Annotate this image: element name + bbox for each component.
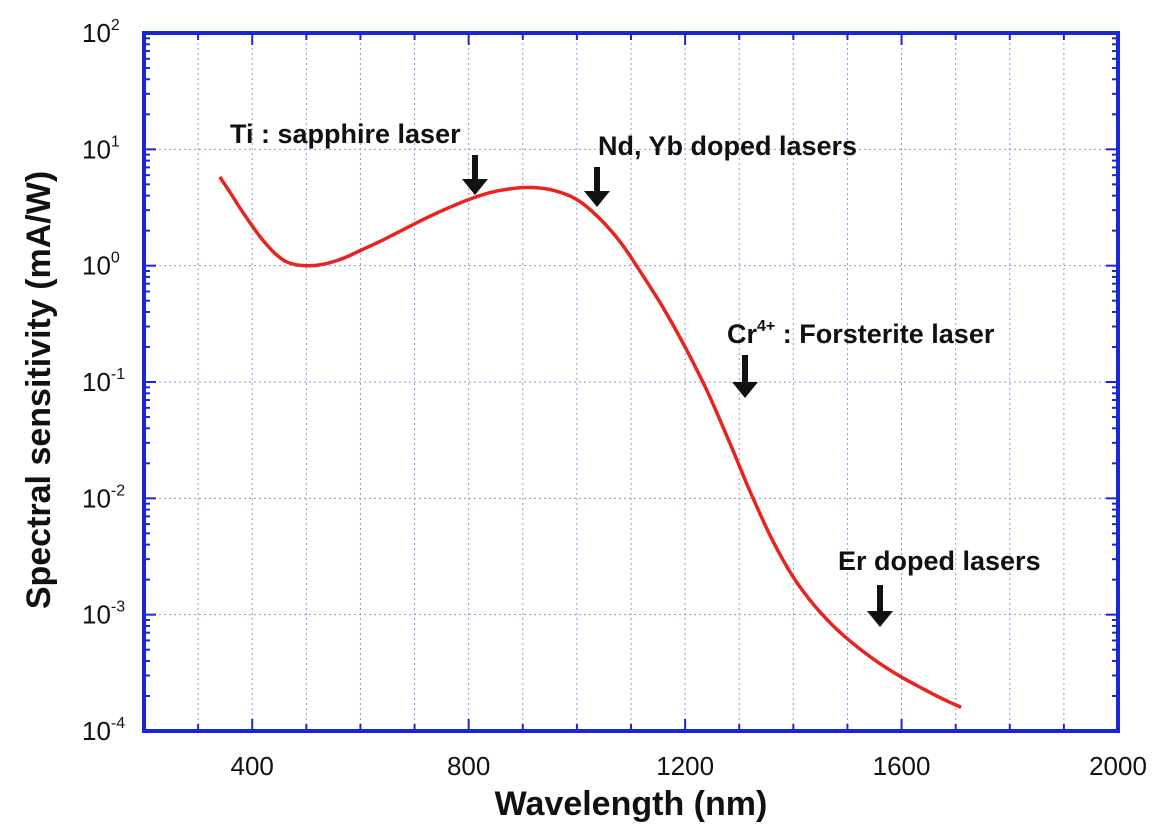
- x-tick-label: 400: [231, 751, 274, 781]
- x-tick-label: 1600: [873, 751, 931, 781]
- grid: [144, 33, 1118, 731]
- y-tick-label: 101: [82, 133, 120, 164]
- annotation-label-ti: Ti : sapphire laser: [230, 119, 461, 149]
- x-tick-label: 800: [447, 751, 490, 781]
- y-tick-label: 102: [82, 17, 120, 48]
- x-tick-label: 1200: [656, 751, 714, 781]
- annotation-label-er: Er doped lasers: [838, 546, 1041, 576]
- y-tick-label: 10-3: [82, 599, 125, 630]
- y-tick-label: 10-4: [82, 715, 125, 746]
- curve-layer: [218, 175, 962, 709]
- arrow-down-icon: [732, 355, 758, 398]
- y-tick-label: 100: [82, 250, 120, 281]
- arrow-down-icon: [867, 585, 893, 627]
- arrow-down-icon: [462, 155, 488, 195]
- annotations: Ti : sapphire laser Nd, Yb doped lasers Cr…: [230, 119, 1041, 627]
- y-tick-label: 10-2: [82, 482, 125, 513]
- sensitivity-curve: [218, 175, 962, 709]
- y-axis-title: Spectral sensitivity (mA/W): [20, 171, 58, 609]
- x-tick-labels: 400 800 1200 1600 2000: [231, 751, 1147, 781]
- x-axis-title: Wavelength (nm): [495, 785, 768, 823]
- annotation-label-nd: Nd, Yb doped lasers: [598, 131, 857, 161]
- plot-frame: [142, 31, 1120, 733]
- annotation-label-cr: Cr4+ : Forsterite laser: [727, 318, 995, 349]
- y-tick-label: 10-1: [82, 366, 125, 397]
- y-tick-labels: 102 101 100 10-1 10-2 10-3 10-4: [82, 17, 125, 746]
- arrow-down-icon: [584, 167, 610, 207]
- x-tick-label: 2000: [1089, 751, 1147, 781]
